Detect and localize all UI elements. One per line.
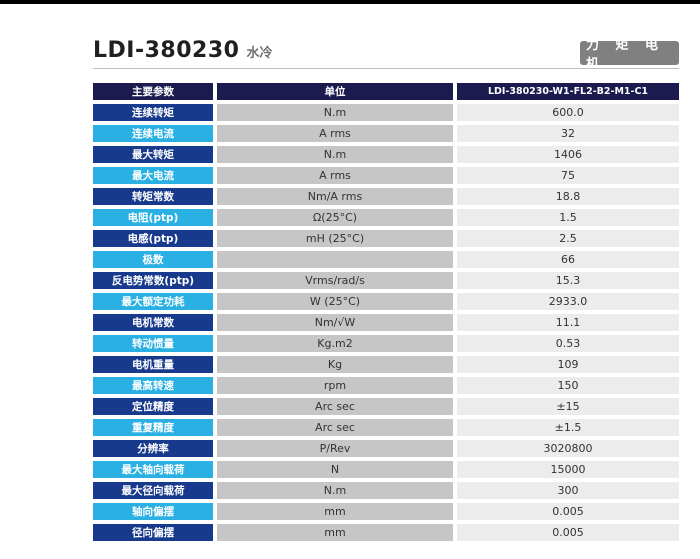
table-row: 最大额定功耗 W (25°C) 2933.0 (93, 293, 679, 310)
table-row: 重复精度 Arc sec ±1.5 (93, 419, 679, 436)
unit-cell: Kg (217, 356, 453, 373)
table-row: 最大轴向载荷 N 15000 (93, 461, 679, 478)
value-cell: 109 (457, 356, 679, 373)
unit-cell: Ω(25°C) (217, 209, 453, 226)
param-label: 最高转速 (93, 377, 213, 394)
param-label: 最大额定功耗 (93, 293, 213, 310)
spec-table: 主要参数 单位 LDI-380230-W1-FL2-B2-M1-C1 连续转矩 N… (93, 83, 679, 541)
cooling-type: 水冷 (246, 46, 273, 61)
param-label: 电阻(ptp) (93, 209, 213, 226)
table-row: 电机常数 Nm/√W 11.1 (93, 314, 679, 331)
unit-cell: N (217, 461, 453, 478)
table-row: 径向偏摆 mm 0.005 (93, 524, 679, 541)
table-row: 最大电流 A rms 75 (93, 167, 679, 184)
value-cell: 15000 (457, 461, 679, 478)
param-label: 最大电流 (93, 167, 213, 184)
unit-cell: A rms (217, 167, 453, 184)
unit-cell: Vrms/rad/s (217, 272, 453, 289)
table-row: 电阻(ptp) Ω(25°C) 1.5 (93, 209, 679, 226)
table-row: 连续电流 A rms 32 (93, 125, 679, 142)
unit-cell: N.m (217, 146, 453, 163)
value-cell: 300 (457, 482, 679, 499)
value-cell: ±15 (457, 398, 679, 415)
value-cell: 0.005 (457, 524, 679, 541)
value-cell: 0.005 (457, 503, 679, 520)
table-row: 分辨率 P/Rev 3020800 (93, 440, 679, 457)
table-row: 最大转矩 N.m 1406 (93, 146, 679, 163)
table-row: 轴向偏摆 mm 0.005 (93, 503, 679, 520)
page-title: LDI-380230 水冷 (93, 38, 272, 63)
param-label: 电机重量 (93, 356, 213, 373)
param-label: 反电势常数(ptp) (93, 272, 213, 289)
unit-cell: mH (25°C) (217, 230, 453, 247)
param-label: 转矩常数 (93, 188, 213, 205)
value-cell: 32 (457, 125, 679, 142)
param-label: 最大转矩 (93, 146, 213, 163)
table-row: 定位精度 Arc sec ±15 (93, 398, 679, 415)
model-name: LDI-380230 (93, 38, 240, 63)
unit-cell: Arc sec (217, 419, 453, 436)
value-cell: 18.8 (457, 188, 679, 205)
param-label: 最大径向载荷 (93, 482, 213, 499)
param-label: 最大轴向载荷 (93, 461, 213, 478)
param-label: 极数 (93, 251, 213, 268)
value-cell: 1406 (457, 146, 679, 163)
param-label: 连续转矩 (93, 104, 213, 121)
unit-cell: P/Rev (217, 440, 453, 457)
unit-cell: N.m (217, 482, 453, 499)
param-label: 转动惯量 (93, 335, 213, 352)
unit-cell: N.m (217, 104, 453, 121)
value-cell: 15.3 (457, 272, 679, 289)
param-label: 径向偏摆 (93, 524, 213, 541)
unit-cell: Kg.m2 (217, 335, 453, 352)
table-row: 转矩常数 Nm/A rms 18.8 (93, 188, 679, 205)
value-cell: 66 (457, 251, 679, 268)
header-model: LDI-380230-W1-FL2-B2-M1-C1 (457, 83, 679, 100)
param-label: 电感(ptp) (93, 230, 213, 247)
unit-cell: W (25°C) (217, 293, 453, 310)
unit-cell: mm (217, 503, 453, 520)
param-label: 重复精度 (93, 419, 213, 436)
header-unit: 单位 (217, 83, 453, 100)
param-label: 轴向偏摆 (93, 503, 213, 520)
value-cell: 3020800 (457, 440, 679, 457)
table-row: 电感(ptp) mH (25°C) 2.5 (93, 230, 679, 247)
param-label: 分辨率 (93, 440, 213, 457)
value-cell: ±1.5 (457, 419, 679, 436)
param-label: 连续电流 (93, 125, 213, 142)
value-cell: 600.0 (457, 104, 679, 121)
unit-cell: mm (217, 524, 453, 541)
value-cell: 1.5 (457, 209, 679, 226)
unit-cell: Nm/A rms (217, 188, 453, 205)
unit-cell: rpm (217, 377, 453, 394)
unit-cell: Arc sec (217, 398, 453, 415)
category-badge: 力 矩 电 机 (580, 38, 679, 72)
header-param: 主要参数 (93, 83, 213, 100)
unit-cell (217, 251, 453, 268)
table-row: 最大径向载荷 N.m 300 (93, 482, 679, 499)
table-row: 电机重量 Kg 109 (93, 356, 679, 373)
param-label: 定位精度 (93, 398, 213, 415)
table-row: 极数 66 (93, 251, 679, 268)
table-row: 转动惯量 Kg.m2 0.53 (93, 335, 679, 352)
table-header-row: 主要参数 单位 LDI-380230-W1-FL2-B2-M1-C1 (93, 83, 679, 100)
value-cell: 2.5 (457, 230, 679, 247)
value-cell: 0.53 (457, 335, 679, 352)
unit-cell: A rms (217, 125, 453, 142)
value-cell: 11.1 (457, 314, 679, 331)
param-label: 电机常数 (93, 314, 213, 331)
value-cell: 2933.0 (457, 293, 679, 310)
unit-cell: Nm/√W (217, 314, 453, 331)
top-rule (0, 0, 700, 4)
value-cell: 150 (457, 377, 679, 394)
table-row: 最高转速 rpm 150 (93, 377, 679, 394)
title-divider (93, 68, 679, 69)
value-cell: 75 (457, 167, 679, 184)
table-row: 反电势常数(ptp) Vrms/rad/s 15.3 (93, 272, 679, 289)
table-row: 连续转矩 N.m 600.0 (93, 104, 679, 121)
